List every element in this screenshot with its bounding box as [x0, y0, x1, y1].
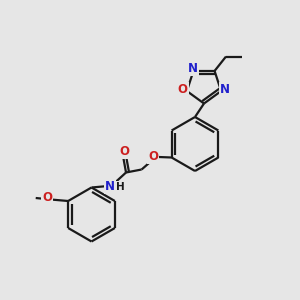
Text: O: O — [178, 83, 188, 96]
Text: N: N — [188, 62, 198, 75]
Text: N: N — [220, 83, 230, 96]
Text: N: N — [105, 180, 115, 194]
Text: O: O — [148, 150, 158, 163]
Text: O: O — [119, 145, 129, 158]
Text: H: H — [116, 182, 124, 192]
Text: O: O — [42, 191, 52, 204]
